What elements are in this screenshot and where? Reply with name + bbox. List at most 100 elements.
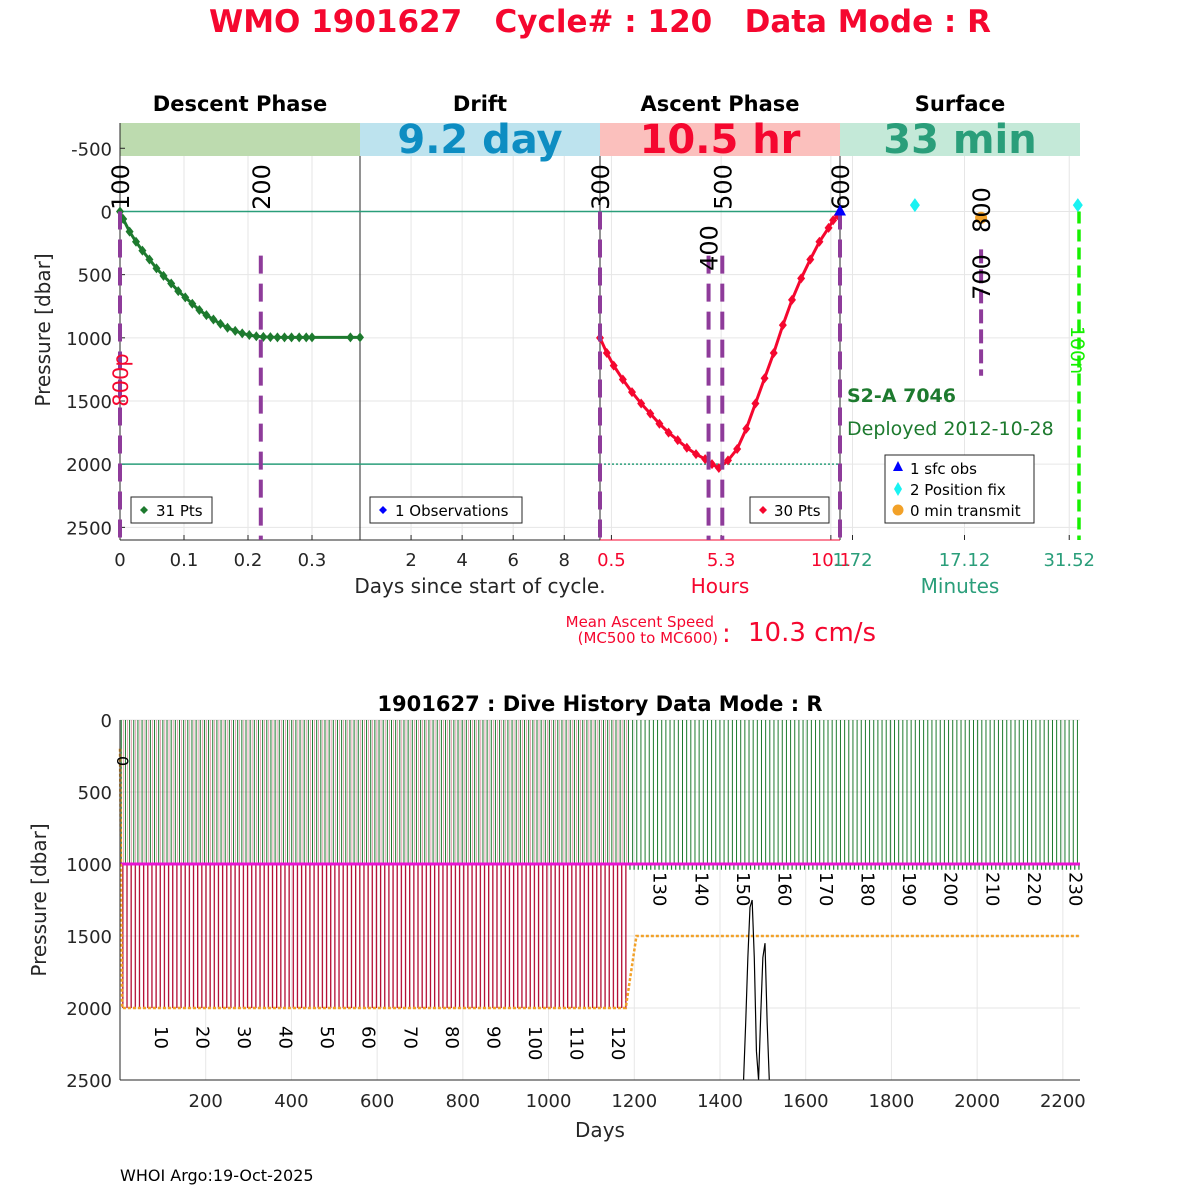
descent-point — [245, 330, 254, 341]
cycle-label-110: 110 — [566, 1026, 587, 1060]
cycle-label-120: 120 — [607, 1026, 628, 1060]
top-y-axis-label: Pressure [dbar] — [31, 253, 55, 406]
bottom-xtick-label-10: 2200 — [1040, 1091, 1086, 1112]
xtick-label-surface-1: 17.12 — [939, 550, 991, 571]
ascent-point — [788, 294, 796, 305]
ascent-point — [646, 408, 655, 419]
bottom-xtick-label-3: 800 — [446, 1091, 480, 1112]
descent-point — [159, 270, 168, 281]
marker-label-800: 800 — [968, 187, 996, 233]
cycle-label-40: 40 — [275, 1026, 296, 1049]
ascent-point — [806, 254, 815, 265]
descent-point — [202, 310, 211, 321]
cycle-label-140: 140 — [690, 872, 711, 906]
ascent-point — [742, 423, 751, 434]
ascent-point — [778, 320, 787, 331]
top-ytick-label-1: 0 — [101, 202, 112, 223]
legend-drift-marker — [379, 506, 387, 514]
deploy-date: Deployed 2012-10-28 — [847, 418, 1054, 440]
descent-point — [188, 298, 197, 309]
bottom-ytick-label-0: 0 — [101, 711, 112, 732]
xtick-label-descent-3: 0.3 — [298, 550, 327, 571]
ascent-point — [769, 347, 778, 358]
marker-label-100: 100 — [107, 164, 135, 210]
cycle-label-220: 220 — [1023, 872, 1044, 906]
descent-point — [138, 245, 147, 256]
xtick-label-drift-0: 2 — [405, 550, 416, 571]
legend-ascent-marker — [759, 506, 767, 514]
profile-pressure-line — [118, 748, 1080, 1010]
xtick-label-descent-0: 0 — [114, 550, 125, 571]
ascent-point — [797, 273, 806, 284]
position-fix-marker — [1072, 198, 1083, 213]
ascent-point — [618, 374, 627, 385]
transmit-marker — [975, 211, 988, 224]
cycle-label-0: 0 — [113, 756, 132, 766]
descent-point — [223, 322, 232, 333]
ascent-point — [609, 360, 618, 371]
ascent-point — [673, 435, 682, 446]
xtick-label-surface-2: 31.52 — [1043, 550, 1095, 571]
phase-band-drift — [360, 123, 600, 156]
phase-band-ascent — [600, 123, 840, 156]
band-text-ascent: 10.5 hr — [640, 117, 801, 163]
panel-title-descent: Descent Phase — [153, 92, 327, 116]
cycle-label-50: 50 — [316, 1026, 337, 1049]
descent-point — [280, 332, 289, 343]
black-curve — [742, 899, 770, 1081]
panel-title-surface: Surface — [915, 92, 1005, 116]
bottom-xtick-label-0: 200 — [189, 1091, 223, 1112]
descent-point — [167, 278, 176, 289]
xtick-label-ascent-0: 0.5 — [597, 550, 626, 571]
dive-history-plot — [118, 719, 1080, 1081]
bottom-xtick-label-1: 400 — [274, 1091, 308, 1112]
ascent-point — [760, 373, 769, 384]
marker-label-200: 200 — [248, 164, 276, 210]
dive-traces — [120, 720, 1080, 1008]
descent-point — [356, 332, 364, 343]
figure-title: WMO 1901627 Cycle# : 120 Data Mode : R — [209, 4, 991, 40]
footer-credit: WHOI Argo:19-Oct-2025 — [120, 1166, 314, 1185]
bottom-xtick-label-9: 2000 — [954, 1091, 1000, 1112]
marker-label-400: 400 — [696, 225, 724, 271]
cycle-label-160: 160 — [773, 872, 794, 906]
descent-point — [145, 254, 154, 265]
descent-point — [238, 328, 247, 339]
top-ytick-label-3: 1000 — [66, 329, 112, 350]
xtick-label-descent-1: 0.1 — [170, 550, 199, 571]
bottom-x-axis-label: Days — [575, 1118, 625, 1142]
legend-drift-text: 1 Observations — [395, 502, 509, 520]
descent-point — [266, 332, 275, 343]
cycle-label-150: 150 — [732, 872, 753, 906]
descent-point — [287, 332, 296, 343]
legend-descent-marker — [140, 506, 148, 514]
ascent-point — [724, 455, 732, 466]
ascent-speed-colon: : — [722, 619, 731, 649]
cycle-label-200: 200 — [940, 872, 961, 906]
descent-point — [259, 331, 268, 342]
bottom-xtick-label-6: 1400 — [697, 1091, 743, 1112]
ascent-point — [692, 449, 700, 460]
marker-label-600: 600 — [827, 164, 855, 210]
surface-obs-marker — [834, 204, 846, 216]
cycle-label-230: 230 — [1064, 872, 1085, 906]
cycle-label-180: 180 — [857, 872, 878, 906]
ascent-speed-label-1: Mean Ascent Speed — [566, 613, 714, 631]
cycle-label-210: 210 — [981, 872, 1002, 906]
marker-label-700: 700 — [968, 254, 996, 300]
cycle-label-10: 10 — [150, 1026, 171, 1049]
top-ytick-label-2: 500 — [78, 266, 112, 287]
bottom-ytick-label-2: 1000 — [66, 855, 112, 876]
legend-ascent-text: 30 Pts — [774, 502, 821, 520]
descent-x-axis-label: Days since start of cycle. — [354, 574, 605, 598]
ascent-point — [751, 398, 760, 409]
dive-history-title: 1901627 : Dive History Data Mode : R — [377, 692, 822, 716]
marker-label-500: 500 — [709, 164, 737, 210]
top-ytick-label-6: 2500 — [66, 518, 112, 539]
panel-title-drift: Drift — [453, 92, 507, 116]
xtick-label-drift-2: 6 — [507, 550, 518, 571]
